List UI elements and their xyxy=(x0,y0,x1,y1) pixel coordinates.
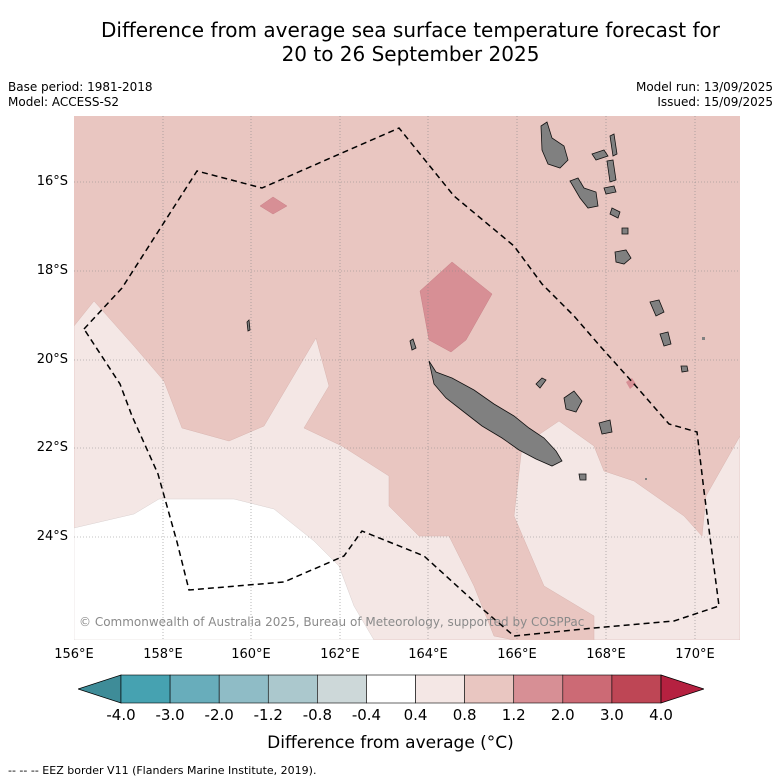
ouvea-island xyxy=(535,377,547,389)
ambae-island xyxy=(591,149,609,161)
model-name: Model: ACCESS-S2 xyxy=(8,95,120,109)
anomaly-zone-warm-3 xyxy=(626,378,636,389)
colorbar-tick-label: 0.8 xyxy=(452,706,477,724)
colorbar-tick-label: 1.2 xyxy=(501,706,526,724)
erromango-island xyxy=(649,299,665,317)
anomaly-zone-warm-1 xyxy=(419,261,493,353)
colorbar-tick-label: -1.2 xyxy=(253,706,283,724)
lon-label-164e: 164°E xyxy=(408,647,448,662)
colorbar xyxy=(76,674,706,704)
aneityum-island xyxy=(680,365,689,373)
colorbar-tick-label: 2.0 xyxy=(550,706,575,724)
lon-label-168e: 168°E xyxy=(586,647,626,662)
title-line-1: Difference from average sea surface temp… xyxy=(100,18,720,42)
colorbar-segment xyxy=(415,674,465,704)
colorbar-tick-label: -4.0 xyxy=(106,706,136,724)
mare-island xyxy=(598,419,613,435)
matthew-islet xyxy=(645,478,647,480)
lon-label-162e: 162°E xyxy=(320,647,360,662)
colorbar-under-arrow xyxy=(76,674,122,704)
shepherd-islands xyxy=(621,227,629,235)
model-info: Base period: 1981-2018 Model: ACCESS-S2 xyxy=(8,80,153,110)
anomaly-zone-light-east xyxy=(513,420,740,640)
issued-date: Issued: 15/09/2025 xyxy=(657,95,773,109)
colorbar-tick-label: -0.8 xyxy=(302,706,332,724)
colorbar-segment xyxy=(218,674,269,704)
colorbar-segment xyxy=(169,674,220,704)
colorbar-tick-label: -0.4 xyxy=(351,706,382,724)
anomaly-zone-warm-2 xyxy=(259,196,288,215)
gridlines xyxy=(74,116,740,640)
ambrym-island xyxy=(603,185,617,195)
eez-border xyxy=(83,127,720,637)
belep-islands xyxy=(409,338,417,351)
colorbar-segment xyxy=(267,674,318,704)
sst-anomaly-map xyxy=(74,116,740,640)
lat-label-22s: 22°S xyxy=(36,440,68,455)
colorbar-segment xyxy=(611,674,662,704)
copyright-credit: © Commonwealth of Australia 2025, Bureau… xyxy=(79,615,585,629)
colorbar-tick-label: 0.4 xyxy=(403,706,428,724)
base-period: Base period: 1981-2018 xyxy=(8,80,153,94)
title-line-2: 20 to 26 September 2025 xyxy=(281,42,540,66)
hunter-islet xyxy=(702,337,705,340)
colorbar-tick-label: -3.0 xyxy=(155,706,185,724)
colorbar-over-arrow xyxy=(660,674,706,704)
colorbar-segment xyxy=(464,674,515,704)
anomaly-zone-neutral xyxy=(74,498,375,640)
tanna-island xyxy=(659,331,672,347)
isle-of-pines xyxy=(578,473,587,481)
maewo-island xyxy=(609,133,618,157)
espiritu-santo-island xyxy=(540,121,569,169)
efate-island xyxy=(614,249,632,265)
colorbar-segment xyxy=(317,674,367,704)
lat-label-20s: 20°S xyxy=(36,352,68,367)
colorbar-segment xyxy=(513,674,564,704)
model-run: Model run: 13/09/2025 xyxy=(635,80,773,94)
lon-label-160e: 160°E xyxy=(231,647,271,662)
chesterfield-islet xyxy=(246,319,251,332)
lon-label-170e: 170°E xyxy=(675,647,715,662)
lat-label-24s: 24°S xyxy=(36,529,68,544)
colorbar-canvas xyxy=(76,674,706,704)
colorbar-tick-label: 3.0 xyxy=(599,706,624,724)
lon-label-166e: 166°E xyxy=(497,647,537,662)
malekula-island xyxy=(569,177,599,209)
lon-label-156e: 156°E xyxy=(54,647,94,662)
map-title: Difference from average sea surface temp… xyxy=(40,18,781,66)
colorbar-label: Difference from average (°C) xyxy=(267,733,514,753)
colorbar-segment xyxy=(562,674,613,704)
lat-label-16s: 16°S xyxy=(36,174,68,189)
colorbar-segment xyxy=(120,674,171,704)
colorbar-segment xyxy=(366,674,416,704)
colorbar-tick-label: 4.0 xyxy=(649,706,673,724)
pentecost-island xyxy=(606,159,617,183)
new-caledonia-mainland xyxy=(428,360,563,467)
eez-legend: -- -- -- EEZ border V11 (Flanders Marine… xyxy=(8,764,317,777)
map-canvas xyxy=(74,116,740,640)
colorbar-tick-label: -2.0 xyxy=(204,706,234,724)
run-info: Model run: 13/09/2025 Issued: 15/09/2025 xyxy=(636,80,773,110)
lifou-island xyxy=(563,390,583,413)
epi-island xyxy=(609,207,621,219)
lat-label-18s: 18°S xyxy=(36,263,68,278)
lon-label-158e: 158°E xyxy=(143,647,183,662)
